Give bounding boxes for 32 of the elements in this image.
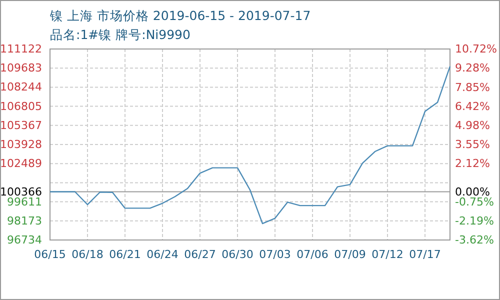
y2-tick-label: 6.42% xyxy=(455,100,490,113)
x-tick-label: 07/12 xyxy=(372,248,404,261)
x-tick-label: 06/27 xyxy=(184,248,216,261)
y-tick-label: 103928 xyxy=(0,138,42,152)
x-tick-label: 06/30 xyxy=(222,248,254,261)
y-tick-label: 102489 xyxy=(0,157,42,170)
y2-tick-label: -3.62% xyxy=(455,234,494,247)
y-tick-label: 98173 xyxy=(7,214,42,228)
x-tick-label: 06/24 xyxy=(146,248,178,261)
x-tick-label: 07/06 xyxy=(296,248,328,261)
x-tick-label: 06/21 xyxy=(109,248,141,261)
y-tick-label: 111122 xyxy=(0,42,42,56)
y2-tick-label: -2.19% xyxy=(455,214,494,228)
x-tick-label: 06/18 xyxy=(72,248,104,261)
chart-subtitle: 品名:1#镍 牌号:Ni9990 xyxy=(50,27,191,42)
y-tick-label: 96734 xyxy=(7,234,42,247)
y2-tick-label: 9.28% xyxy=(455,62,490,75)
x-tick-label: 06/15 xyxy=(34,248,66,261)
y2-tick-label: 10.72% xyxy=(455,42,497,56)
y-tick-label: 106805 xyxy=(0,100,42,113)
y-tick-label: 105367 xyxy=(0,118,42,132)
line-series xyxy=(49,66,451,224)
y2-tick-label: 3.55% xyxy=(455,138,490,152)
x-tick-label: 07/09 xyxy=(334,248,366,261)
x-tick-label: 07/03 xyxy=(259,248,291,261)
y2-tick-label: 7.85% xyxy=(455,80,490,94)
y-tick-label: 108244 xyxy=(0,80,42,94)
chart-title: 镍 上海 市场价格 2019-06-15 - 2019-07-17 xyxy=(49,8,311,23)
x-tick-label: 07/17 xyxy=(409,248,441,261)
y-tick-label: 109683 xyxy=(0,62,42,75)
y2-tick-label: 4.98% xyxy=(455,118,490,132)
y2-tick-label: 2.12% xyxy=(455,157,490,170)
